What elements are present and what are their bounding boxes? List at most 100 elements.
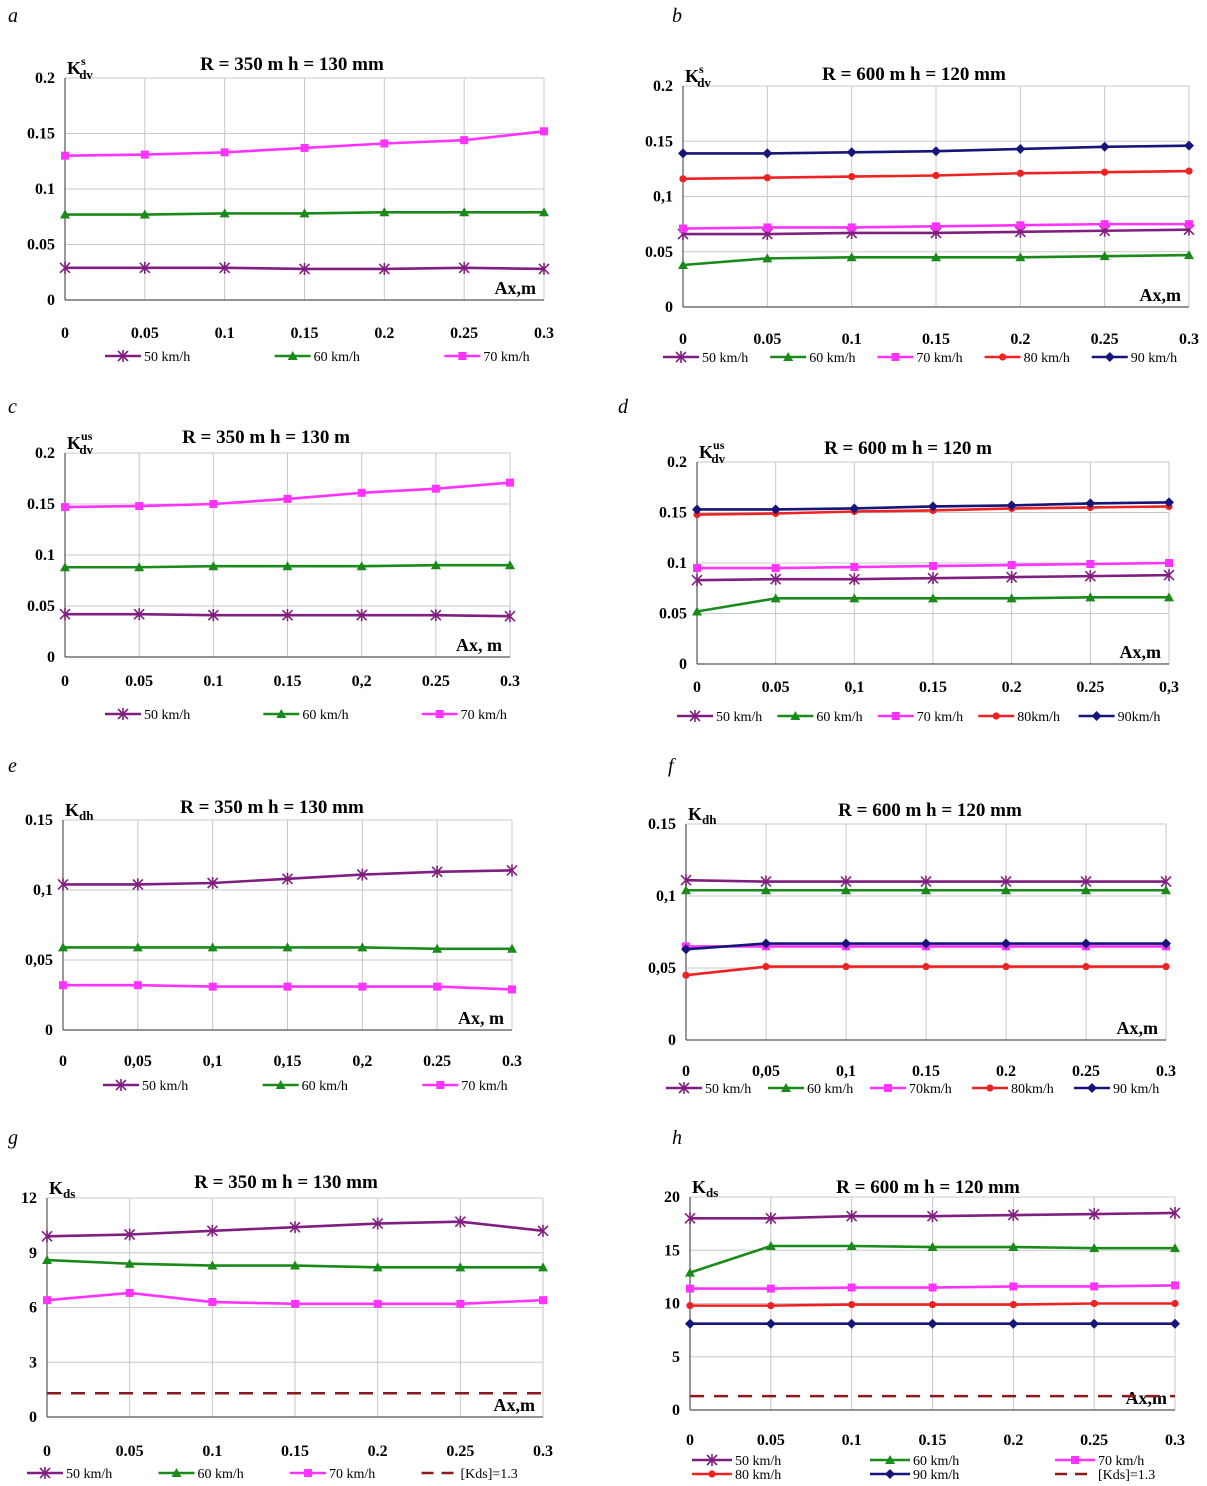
data-point [931, 146, 941, 157]
x-tick-label: 0.2 [1003, 1432, 1023, 1449]
legend-marker [781, 1083, 791, 1092]
data-point [678, 260, 688, 270]
data-point [506, 864, 518, 877]
legend-marker [1087, 1083, 1097, 1093]
x-tick-label: 0.3 [533, 1443, 553, 1460]
chart-title: R = 600 m h = 120 m [824, 438, 992, 459]
legend-marker [885, 1469, 895, 1479]
data-point [847, 223, 856, 232]
data-point [927, 1242, 938, 1252]
data-point [1090, 1282, 1099, 1291]
data-point [765, 1212, 777, 1225]
legend-label: 60 km/h [302, 1079, 348, 1094]
series-70-km-h [43, 1288, 547, 1308]
y-tick-label: 0.2 [35, 70, 55, 87]
data-point [1099, 141, 1110, 152]
legend-label: 60 km/h [198, 1467, 244, 1482]
data-point [1085, 592, 1096, 602]
y-tick-label: 0.1 [667, 555, 687, 572]
data-point [124, 1258, 135, 1268]
legend-item: 70 km/h [422, 1079, 508, 1094]
data-point [1165, 559, 1173, 567]
x-tick-label: 0.25 [446, 1443, 474, 1460]
legend-item: 80km/h [972, 1082, 1054, 1097]
legend-label: 50 km/h [702, 351, 748, 366]
data-point [762, 253, 773, 263]
data-point [1164, 592, 1174, 602]
legend-item: 70 km/h [421, 708, 507, 723]
data-point [1101, 168, 1109, 176]
series-70-km-h [61, 127, 548, 160]
data-point [762, 148, 773, 159]
data-point [356, 609, 368, 622]
data-point [61, 151, 69, 160]
chart-title: R = 350 m h = 130 mm [200, 54, 384, 75]
data-point [684, 1212, 696, 1225]
y-tick-label: 10 [664, 1296, 680, 1313]
data-point [841, 938, 851, 949]
data-point [681, 885, 691, 895]
legend-marker [304, 1469, 312, 1477]
data-point [761, 885, 771, 895]
data-point [358, 982, 367, 991]
legend-item: 50 km/h [105, 708, 190, 723]
legend: 50 km/h 60 km/h 70 km/h 80 km/h 90 km/h [663, 351, 1177, 366]
legend-item: 50 km/h [27, 1467, 112, 1482]
data-point [846, 1318, 857, 1329]
x-tick-label: 0.25 [423, 1053, 451, 1070]
legend-label: 70 km/h [461, 1079, 507, 1094]
data-point [208, 982, 217, 991]
legend-marker [435, 710, 444, 718]
x-tick-label: 0.1 [842, 1432, 862, 1449]
data-point [139, 261, 151, 274]
data-point [686, 1302, 694, 1310]
y-tick-label: 0.15 [659, 505, 687, 522]
data-point [454, 1215, 466, 1228]
data-point [1081, 885, 1091, 895]
data-point [42, 1255, 52, 1265]
data-point [57, 878, 69, 891]
data-point [1001, 938, 1011, 949]
legend-label: 60 km/h [807, 1082, 853, 1097]
data-point [770, 593, 781, 603]
data-point [460, 136, 469, 145]
data-point [1081, 938, 1091, 949]
x-tick-label: 0.2 [368, 1443, 388, 1460]
legend-marker [171, 1468, 182, 1477]
data-point [926, 1210, 939, 1223]
legend-item: 70km/h [870, 1082, 952, 1097]
data-point [431, 484, 440, 493]
legend-item: 70 km/h [444, 350, 530, 365]
data-point [507, 943, 517, 953]
data-point [1009, 1282, 1018, 1291]
data-point [299, 208, 310, 218]
legend-marker [115, 1079, 127, 1091]
data-point [372, 1262, 383, 1272]
legend-marker [885, 1455, 895, 1464]
x-tick-label: 0.05 [131, 325, 159, 342]
data-point [133, 981, 142, 990]
data-point [135, 502, 144, 511]
series-90-km-h [678, 140, 1194, 159]
y-tick-label: 0.05 [645, 244, 673, 261]
y-tick-label: 0,1 [33, 882, 53, 899]
legend-marker [276, 709, 287, 718]
data-point [928, 501, 938, 512]
data-point [1016, 221, 1025, 230]
data-point [1090, 1299, 1098, 1308]
series-70-km-h [693, 559, 1173, 573]
data-point [433, 982, 442, 991]
data-point [139, 209, 150, 219]
data-point [767, 1302, 775, 1310]
data-point [539, 1296, 547, 1305]
legend-label: 80km/h [1011, 1082, 1054, 1097]
x-tick-label: 0,05 [752, 1063, 780, 1080]
data-point [763, 174, 771, 182]
y-tick-label: 5 [672, 1349, 680, 1366]
x-axis-label: Ax,m [1120, 642, 1162, 662]
series-70-km-h [679, 220, 1193, 233]
x-axis-label: Ax,m [1117, 1018, 1159, 1038]
data-point [298, 262, 311, 275]
data-point [691, 574, 703, 587]
data-point [140, 150, 149, 159]
